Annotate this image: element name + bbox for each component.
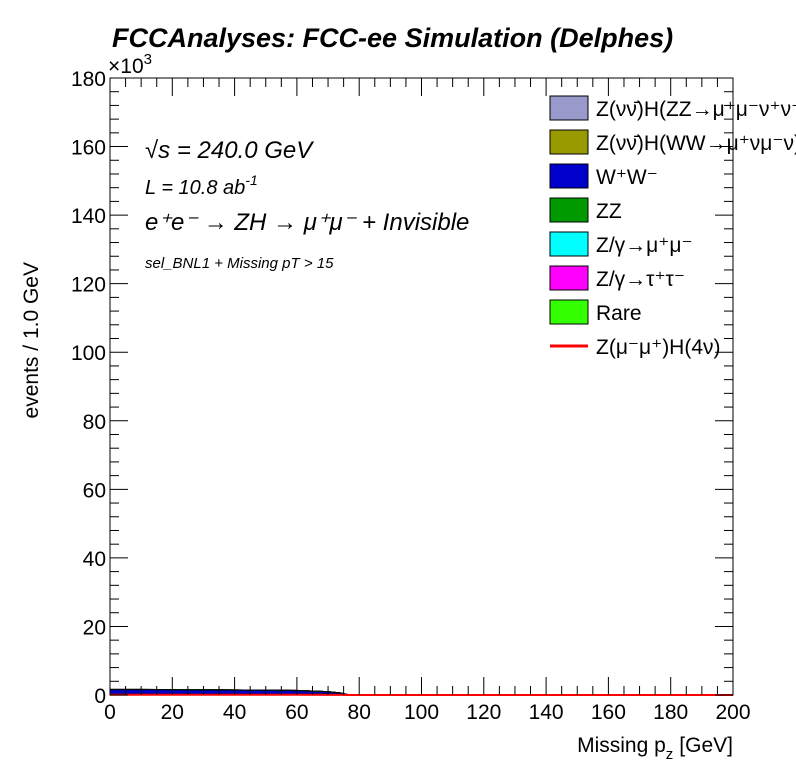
y-tick-label: 120: [71, 274, 106, 297]
y-tick-label: 100: [71, 342, 106, 365]
legend-swatch-6: [549, 299, 589, 325]
y-tick-label: 0: [94, 685, 106, 708]
y-tick-label: 60: [83, 479, 106, 502]
legend-label-1: Z(νν̄)H(WW→μ⁺νμ⁻ν): [596, 132, 796, 155]
x-tick-label: 100: [404, 701, 439, 724]
x-tick-label: 120: [466, 701, 501, 724]
x-tick-label: 140: [529, 701, 564, 724]
legend-swatch-4: [549, 231, 589, 257]
x-axis-label: Missing pz [GeV]: [577, 734, 733, 763]
y-tick-label: 160: [71, 137, 106, 160]
legend-swatch-5: [549, 265, 589, 291]
legend-label-7: Z(μ⁻μ⁺)H(4ν): [596, 336, 721, 359]
y-tick-label: 40: [83, 548, 106, 571]
y-tick-label: 180: [71, 68, 106, 91]
annotation-selection: sel_BNL1 + Missing pT > 15: [145, 255, 334, 272]
x-tick-label: 80: [348, 701, 371, 724]
annotation-sqrt-s: √s = 240.0 GeV: [145, 137, 314, 164]
x-tick-label: 180: [653, 701, 688, 724]
legend-label-0: Z(νν̄)H(ZZ→μ⁺μ⁻ν⁺ν⁻): [596, 98, 796, 121]
legend-label-6: Rare: [596, 302, 642, 325]
y-axis: 0 20 40 60 80 100 120 140 160 180: [71, 68, 733, 708]
legend-swatch-1: [549, 129, 589, 155]
x-tick-label: 200: [715, 701, 750, 724]
x-tick-label: 20: [161, 701, 184, 724]
y-multiplier: ×103: [108, 51, 152, 78]
annotation-process: e⁺e⁻ → ZH → μ⁺μ⁻ + Invisible: [145, 209, 469, 236]
x-tick-label: 160: [591, 701, 626, 724]
y-tick-label: 80: [83, 411, 106, 434]
chart-title: FCCAnalyses: FCC-ee Simulation (Delphes): [112, 23, 673, 53]
x-tick-label: 60: [285, 701, 308, 724]
legend-swatch-2: [549, 163, 589, 189]
legend: Z(νν̄)H(ZZ→μ⁺μ⁻ν⁺ν⁻) Z(νν̄)H(WW→μ⁺νμ⁻ν) W⁺…: [549, 95, 796, 359]
legend-label-4: Z/γ→μ⁺μ⁻: [596, 234, 693, 257]
annotation-lumi: L = 10.8 ab-1: [145, 172, 258, 199]
y-tick-label: 20: [83, 616, 106, 639]
legend-swatch-3: [549, 197, 589, 223]
x-axis: 0 20 40 60 80 100 120 140 160 180 200: [104, 78, 751, 724]
legend-label-2: W⁺W⁻: [596, 166, 658, 189]
y-axis-label: events / 1.0 GeV: [20, 262, 43, 418]
x-tick-label: 0: [104, 701, 116, 724]
legend-swatch-0: [549, 95, 589, 121]
y-tick-label: 140: [71, 205, 106, 228]
legend-label-3: ZZ: [596, 200, 622, 223]
x-tick-label: 40: [223, 701, 246, 724]
legend-label-5: Z/γ→τ⁺τ⁻: [596, 268, 685, 291]
